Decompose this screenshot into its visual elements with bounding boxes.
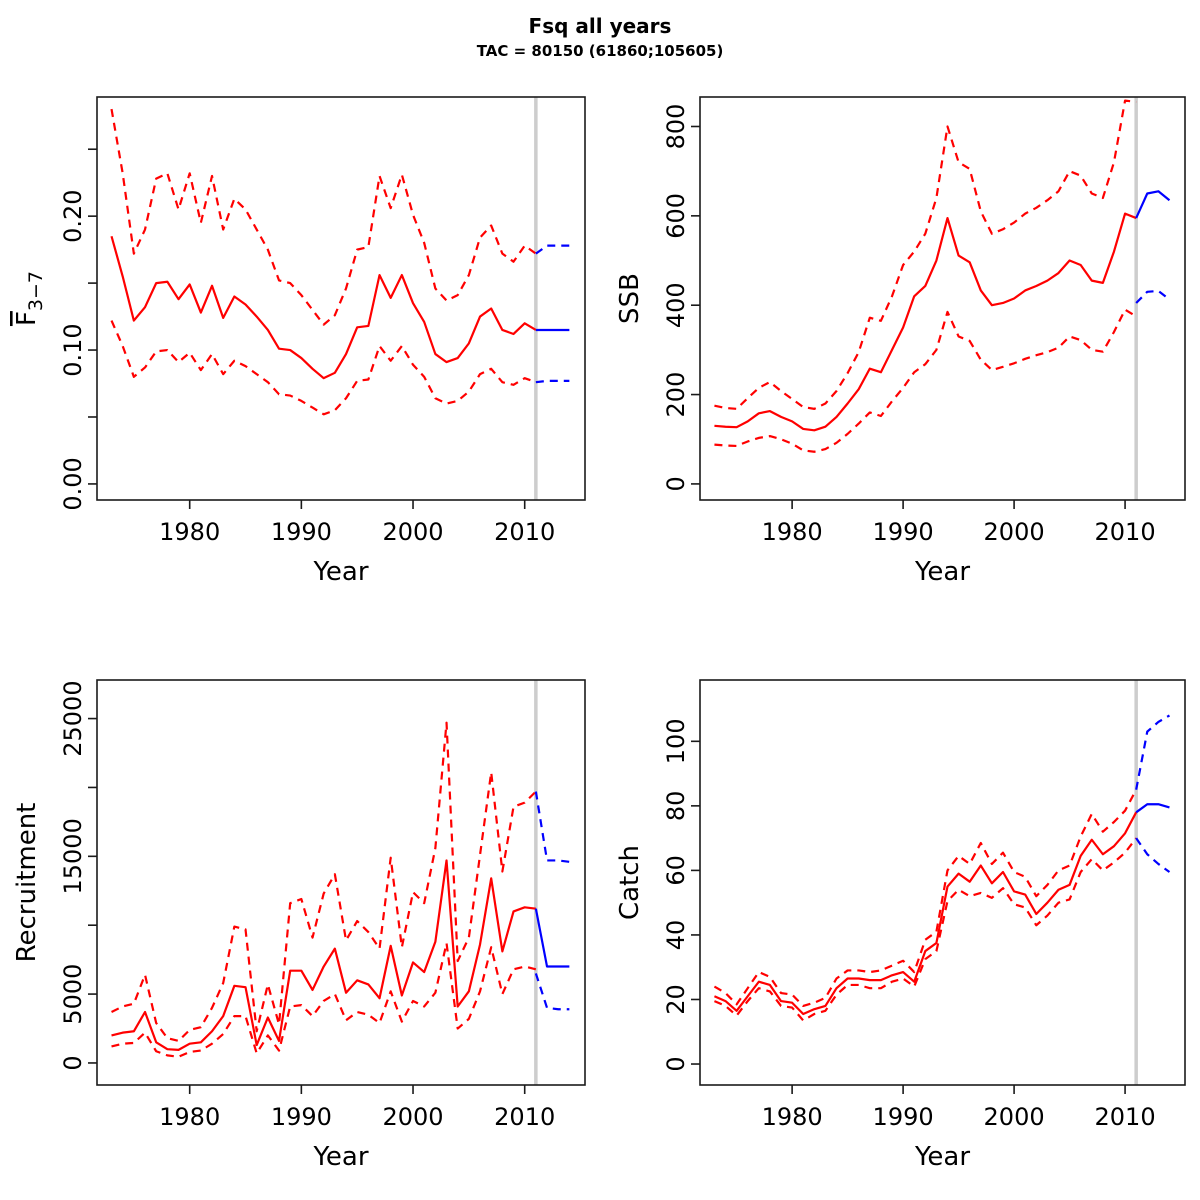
x-tick-label: 1990 (873, 1103, 934, 1131)
history-median-line (714, 212, 1137, 432)
y-tick-label: 800 (662, 104, 690, 150)
x-tick-label: 1980 (762, 518, 823, 546)
forecast-lower-ci-line (534, 973, 570, 1011)
y-axis-title: Recruitment (12, 803, 42, 963)
y-tick-label: 400 (662, 282, 690, 328)
y-tick-label: 0.20 (59, 189, 87, 242)
x-tick-label: 1980 (159, 1103, 220, 1131)
history-median-line (713, 811, 1138, 1016)
y-tick-label: 20 (662, 984, 690, 1015)
x-tick-label: 1980 (159, 518, 220, 546)
y-tick-label: 600 (662, 193, 690, 239)
history-upper-ci-line (714, 99, 1137, 410)
chart-title: Fsq all years (528, 14, 672, 38)
forecast-upper-ci-line (535, 244, 570, 255)
x-tick-label: 2010 (494, 1103, 555, 1131)
forecast-upper-ci-line (1135, 714, 1171, 790)
y-tick-label: 100 (662, 718, 690, 764)
y-tick-label: 60 (662, 855, 690, 886)
history-lower-ci-line (110, 320, 537, 416)
history-median-line (110, 235, 537, 380)
y-tick-label: 5000 (59, 964, 87, 1025)
x-tick-label: 1990 (271, 1103, 332, 1131)
panel-fbar: 1980 1990 2000 2010 0.00 0.10 0.20 Year F3−7 (12, 96, 586, 587)
history-lower-ci-line (714, 308, 1137, 453)
y-axis-title: Catch (615, 845, 645, 920)
y-tick-label: 80 (662, 791, 690, 822)
forecast-median-line (534, 908, 570, 968)
y-axis-title: SSB (615, 273, 645, 324)
panel-recruitment: 1980 1990 2000 2010 0 5000 15000 25000 Year Recru… (12, 679, 586, 1172)
history-upper-ci-line (110, 108, 537, 326)
y-tick-label: 0 (59, 1055, 87, 1070)
chart-subtitle: TAC = 80150 (61860;105605) (476, 42, 724, 60)
x-tick-label: 2010 (494, 518, 555, 546)
x-tick-label: 2000 (984, 1103, 1045, 1131)
axis-box (699, 96, 1186, 501)
history-upper-ci-line (713, 789, 1138, 1008)
forecast-lower-ci-line (1135, 837, 1171, 873)
x-axis-title: Year (312, 1142, 368, 1172)
axis-box (96, 96, 586, 501)
x-tick-label: 2000 (984, 518, 1045, 546)
x-tick-label: 1990 (873, 518, 934, 546)
x-tick-label: 2010 (1095, 518, 1156, 546)
y-tick-label: 40 (662, 920, 690, 951)
x-axis-title: Year (914, 557, 970, 587)
x-axis-title: Year (914, 1142, 970, 1172)
x-axis-title: Year (312, 557, 368, 587)
history-lower-ci-line (111, 942, 537, 1058)
x-tick-label: 2010 (1095, 1103, 1156, 1131)
panel-catch: 1980 1990 2000 2010 0 20 40 60 80 100 Year Catch (615, 679, 1186, 1172)
forecast-lower-ci-line (1135, 289, 1171, 304)
forecast-median-line (1135, 803, 1170, 814)
axis-box (699, 679, 1186, 1086)
y-tick-label: 0.00 (59, 457, 87, 510)
panel-ssb: 1980 1990 2000 2010 0 200 400 600 800 Year SSB (615, 96, 1186, 587)
forecast-lower-ci-line (535, 379, 570, 384)
y-tick-label: 25000 (59, 680, 87, 756)
x-tick-label: 2000 (382, 1103, 443, 1131)
y-tick-label: 15000 (59, 818, 87, 894)
y-tick-label: 0 (662, 1056, 690, 1071)
history-lower-ci-line (713, 837, 1138, 1022)
forecast-upper-ci-line (534, 791, 570, 863)
x-tick-label: 1990 (271, 518, 332, 546)
y-tick-label: 0.10 (59, 323, 87, 376)
history-median-line (111, 859, 536, 1051)
y-tick-label: 0 (662, 476, 690, 491)
y-axis-title: F3−7 (12, 271, 47, 326)
forecast-median-line (1135, 190, 1171, 219)
x-tick-label: 2000 (382, 518, 443, 546)
y-tick-label: 200 (662, 372, 690, 418)
axis-box (96, 679, 586, 1086)
history-upper-ci-line (111, 721, 537, 1043)
x-tick-label: 1980 (762, 1103, 823, 1131)
